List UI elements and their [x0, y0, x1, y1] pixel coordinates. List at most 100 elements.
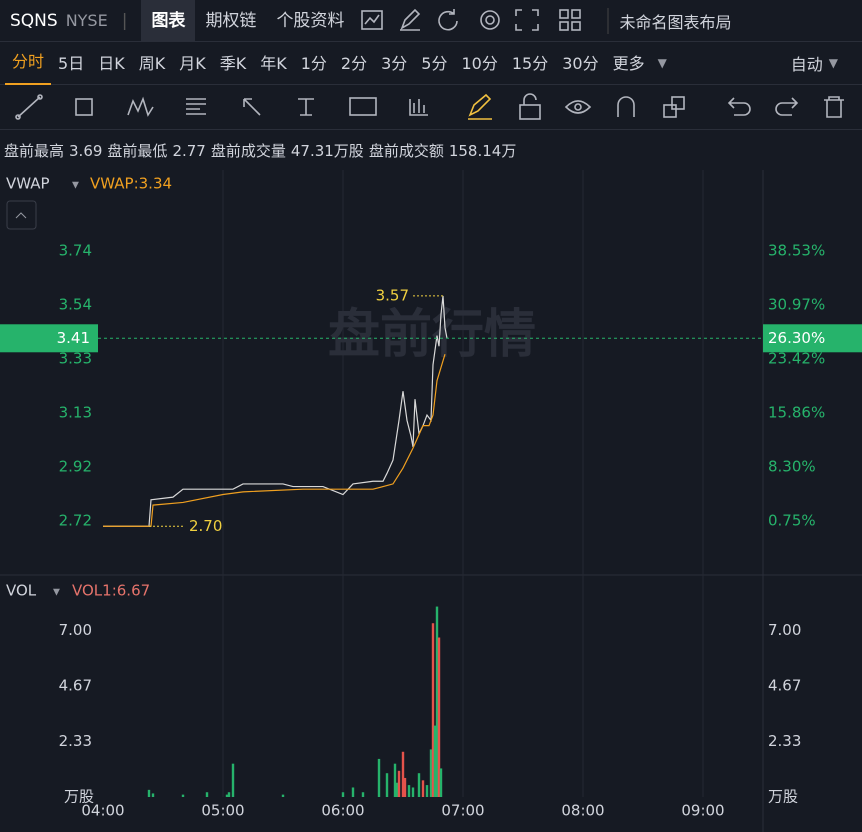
marker-label: 2.70 [189, 517, 222, 535]
tool-icon[interactable] [617, 95, 635, 117]
volume-bar [385, 773, 389, 797]
period[interactable]: 5日 [58, 53, 85, 73]
icon[interactable] [361, 9, 384, 30]
tool-icon[interactable] [519, 92, 541, 120]
y-tick-label: 2.33 [59, 732, 92, 750]
period[interactable]: 季K [219, 53, 247, 73]
period[interactable]: 分时 [5, 42, 52, 85]
stat-value: 2.77 [172, 141, 206, 160]
volume-bar [401, 751, 405, 797]
volume-bar [393, 763, 397, 797]
stat-value: 47.31万股 [290, 141, 364, 160]
tool-icons [15, 92, 844, 120]
period[interactable]: 30分 [562, 53, 599, 73]
icon[interactable] [559, 8, 582, 31]
y2-tick-label: 38.53% [768, 241, 825, 259]
volume-bar [225, 794, 229, 797]
top-bar: SQNS NYSE | 图表 期权链 个股资料 未命名图表布局 [0, 0, 862, 42]
tool-icon[interactable] [75, 97, 93, 116]
period[interactable]: 年K [260, 53, 287, 73]
period[interactable]: 2分 [340, 53, 368, 73]
icon[interactable] [400, 8, 421, 31]
price-line [103, 295, 448, 527]
period[interactable]: 周K [138, 53, 166, 73]
period[interactable]: 15分 [511, 53, 549, 73]
period-list: 分时 5日 日K 周K 月K 季K 年K 1分 2分 3分 5分 10分 15分 30分 更多 [5, 42, 652, 85]
tool-icon[interactable] [298, 97, 314, 116]
volume-bar [439, 768, 443, 797]
ticker: SQNS [10, 10, 58, 31]
volume-bar [395, 782, 399, 797]
divider: | [121, 10, 128, 31]
volume-bar [433, 725, 437, 797]
tool-icon[interactable] [775, 96, 799, 116]
y-tick-label: 7.00 [59, 621, 92, 639]
period[interactable]: 月K [179, 53, 206, 73]
volume-bar [411, 787, 415, 797]
y2-tick-label: 4.67 [768, 676, 801, 694]
tool-icon[interactable] [468, 93, 492, 120]
y-tick-label: 3.13 [59, 403, 92, 421]
y2-tick-label: 2.33 [768, 732, 801, 750]
x-tick-label: 06:00 [321, 802, 364, 820]
period[interactable]: 10分 [461, 53, 498, 73]
last-price-tag [0, 324, 98, 353]
period-bar: 分时 5日 日K 周K 月K 季K 年K 1分 2分 3分 5分 10分 15分 30分 更多 ▼ 自动 ▼ [0, 42, 862, 85]
x-tick-label: 08:00 [561, 802, 604, 820]
collapse-icon [15, 212, 27, 219]
tool-icon[interactable] [409, 98, 428, 116]
y2-tick-label: 30.97% [768, 295, 825, 313]
volume-bar [429, 749, 433, 797]
collapse-button[interactable] [6, 200, 37, 230]
legend-entry: VOL1:6.67 [72, 582, 150, 600]
x-tick-label: 07:00 [441, 802, 484, 820]
y-tick-label: 3.33 [59, 349, 92, 367]
volume-bar [417, 773, 421, 797]
period[interactable]: 1分 [300, 53, 327, 73]
tab[interactable]: 期权链 [205, 10, 257, 31]
tool-icon[interactable] [663, 95, 685, 118]
icon[interactable] [438, 8, 459, 30]
y-tick-label: 4.67 [59, 676, 92, 694]
x-tick-label: 05:00 [201, 802, 244, 820]
icon[interactable] [480, 9, 501, 30]
y2-tick-label: 15.86% [768, 403, 825, 421]
tab[interactable]: 个股资料 [276, 10, 345, 31]
dropdown-arrow: ▼ [828, 56, 838, 70]
period[interactable]: 5分 [421, 53, 448, 73]
last-change: 26.30% [768, 329, 825, 347]
volume-bar [151, 793, 155, 797]
tab[interactable]: 图表 [141, 0, 196, 42]
tool-icon[interactable] [243, 97, 261, 116]
indicator[interactable]: VWAP [6, 175, 50, 193]
chart: 盘前行情 3.74 3.54 3.33 3.13 2.92 2.72 38.53% 30.97%… [0, 170, 862, 832]
layout-name[interactable]: 未命名图表布局 [619, 12, 732, 32]
stat-label: 盘前最高 [4, 141, 65, 160]
tool-icon[interactable] [564, 99, 592, 114]
volume-bar [431, 623, 435, 797]
mode[interactable]: 自动 [790, 55, 823, 74]
tool-icon[interactable] [824, 95, 844, 118]
legend-entry: VWAP:3.34 [90, 175, 172, 193]
stat-label: 盘前最低 [107, 141, 168, 160]
period[interactable]: 3分 [381, 53, 408, 73]
period[interactable]: 更多 [612, 53, 645, 73]
tool-icon[interactable] [727, 96, 751, 116]
volume-bar [341, 792, 345, 797]
volume-bar [437, 637, 441, 797]
y2-tick-label: 8.30% [768, 457, 816, 475]
indicator[interactable]: VOL [6, 582, 37, 600]
tool-icon[interactable] [186, 97, 206, 115]
tool-icon[interactable] [127, 96, 154, 117]
period[interactable]: 日K [98, 53, 125, 73]
volume-bar [147, 789, 151, 797]
x-tick-label: 04:00 [81, 802, 124, 820]
tool-icon[interactable] [349, 96, 377, 116]
icon[interactable] [515, 8, 540, 31]
volume-bar [435, 606, 439, 797]
volume-bar [231, 763, 235, 797]
tool-icon[interactable] [15, 93, 43, 120]
y2-tick-label: 0.75% [768, 511, 816, 529]
volume-bar [377, 758, 381, 797]
